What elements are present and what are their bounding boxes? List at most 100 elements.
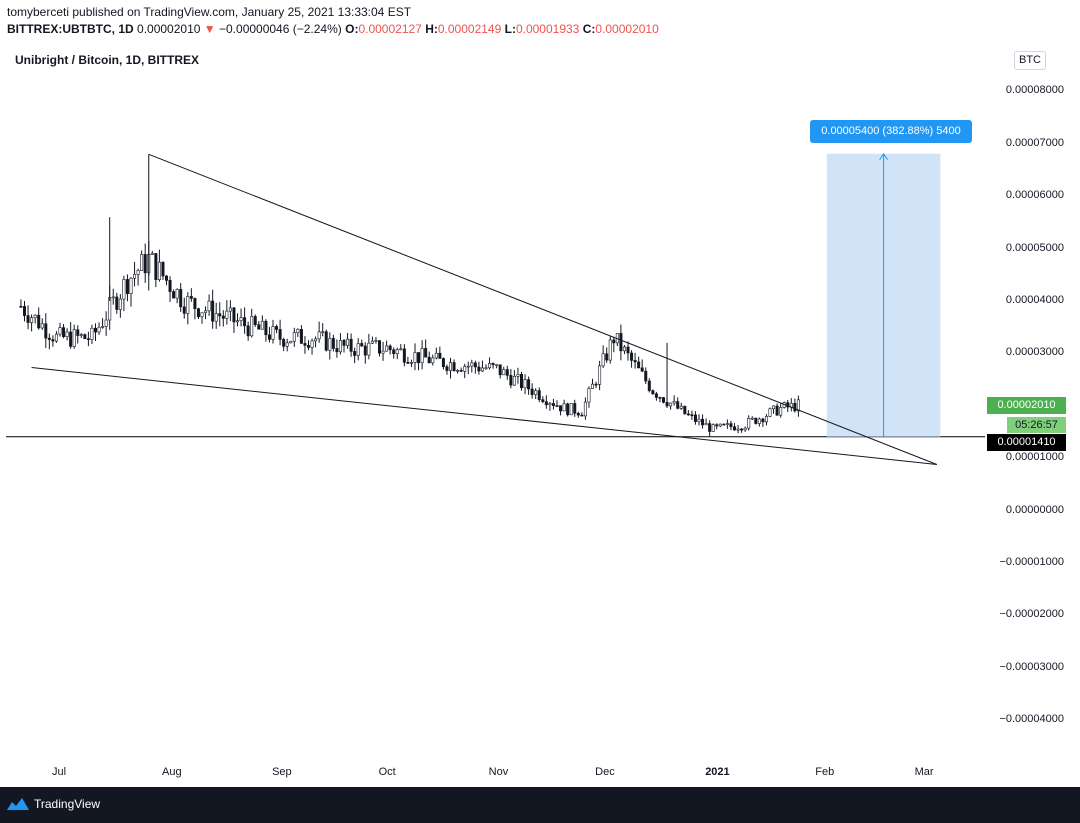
upper-trendline xyxy=(148,153,938,465)
candle-body xyxy=(342,340,346,346)
y-tick-label: −0.00003000 xyxy=(999,660,1064,673)
x-tick-label: 2021 xyxy=(705,766,730,778)
candle-body xyxy=(441,358,445,368)
candle-body xyxy=(239,317,243,322)
y-tick-label: 0.00005000 xyxy=(1005,241,1064,254)
candle-body xyxy=(598,365,602,385)
candle-body xyxy=(54,333,58,342)
candle-body xyxy=(654,393,658,398)
candle-body xyxy=(285,342,289,347)
candle-body xyxy=(282,339,286,347)
candle-body xyxy=(409,362,413,364)
candle-body xyxy=(65,331,69,338)
candle-body xyxy=(306,345,310,348)
candle-body xyxy=(353,351,357,356)
candle-body xyxy=(321,331,325,334)
candle-body xyxy=(90,327,94,340)
candle-body xyxy=(484,367,488,370)
tradingview-brand[interactable]: TradingView xyxy=(6,796,100,812)
candle-body xyxy=(445,366,449,371)
candle-body xyxy=(672,401,676,404)
y-tick-label: 0.00001000 xyxy=(1005,451,1064,464)
candle-body xyxy=(590,383,594,389)
candle-body xyxy=(363,345,367,356)
candle-body xyxy=(196,308,200,318)
y-tick-label: −0.00001000 xyxy=(999,556,1064,568)
candle-body xyxy=(488,363,492,369)
ohlc-legend: BITTREX:UBTBTC, 1D 0.00002010 ▼ −0.00000… xyxy=(7,22,659,36)
candle-body xyxy=(299,329,303,344)
candle-body xyxy=(101,326,105,328)
candle-body xyxy=(566,403,570,416)
y-tick-label: 0.00006000 xyxy=(1005,189,1064,202)
candle-body xyxy=(573,403,577,414)
candle-body xyxy=(793,402,797,412)
candles-layer xyxy=(19,154,800,437)
candle-body xyxy=(399,348,403,351)
candle-body xyxy=(704,423,708,426)
candle-body xyxy=(19,305,23,308)
y-tick-label: 0.00003000 xyxy=(1005,346,1064,359)
candle-body xyxy=(601,353,605,367)
candle-body xyxy=(537,390,541,400)
candle-body xyxy=(527,379,531,390)
candle-body xyxy=(594,383,598,386)
candle-body xyxy=(267,334,271,340)
candle-body xyxy=(374,340,378,342)
currency-badge[interactable]: BTC xyxy=(1014,51,1046,70)
candle-body xyxy=(427,356,431,364)
candle-body xyxy=(278,329,282,340)
candle-body xyxy=(715,424,719,427)
x-tick-label: Nov xyxy=(488,766,509,778)
candle-body xyxy=(505,369,509,376)
tradingview-logo-icon xyxy=(7,798,29,810)
candle-body xyxy=(562,403,566,412)
low-value: 0.00001933 xyxy=(515,22,580,36)
candle-body xyxy=(448,362,452,371)
candle-body xyxy=(740,428,744,431)
candle-body xyxy=(743,427,747,431)
candle-body xyxy=(133,274,137,279)
candle-body xyxy=(118,298,122,310)
candle-body xyxy=(466,365,470,368)
x-tick-label: Mar xyxy=(914,766,934,778)
candle-body xyxy=(658,397,662,399)
candle-body xyxy=(370,340,374,344)
candle-body xyxy=(58,327,62,335)
candle-body xyxy=(701,418,705,426)
candle-body xyxy=(633,360,637,363)
candle-body xyxy=(722,423,726,426)
brand-name: TradingView xyxy=(34,797,101,811)
candle-body xyxy=(686,413,690,416)
candle-body xyxy=(402,348,406,363)
candle-body xyxy=(51,339,55,342)
candle-body xyxy=(30,317,34,323)
candle-body xyxy=(718,423,722,427)
candle-body xyxy=(331,338,335,349)
price-chart[interactable] xyxy=(0,44,1080,787)
candle-body xyxy=(236,320,240,323)
candle-body xyxy=(519,374,523,389)
candle-body xyxy=(172,291,176,299)
candle-body xyxy=(165,275,169,281)
publish-info: tomyberceti published on TradingView.com… xyxy=(7,5,412,19)
candle-body xyxy=(97,326,101,333)
candle-body xyxy=(243,317,247,327)
candle-body xyxy=(346,338,350,346)
candle-body xyxy=(583,401,587,417)
candle-body xyxy=(182,306,186,314)
candle-body xyxy=(530,388,534,395)
candle-body xyxy=(626,346,630,354)
candle-body xyxy=(644,370,648,382)
candle-body xyxy=(516,374,520,377)
candle-body xyxy=(324,331,328,351)
candle-body xyxy=(697,418,701,422)
candle-body xyxy=(76,329,80,336)
candle-body xyxy=(569,403,573,416)
candle-body xyxy=(729,423,733,428)
candle-body xyxy=(356,343,360,356)
candle-body xyxy=(168,280,172,292)
candle-body xyxy=(690,414,694,417)
open-label: O: xyxy=(345,22,359,36)
candle-body xyxy=(431,357,435,364)
